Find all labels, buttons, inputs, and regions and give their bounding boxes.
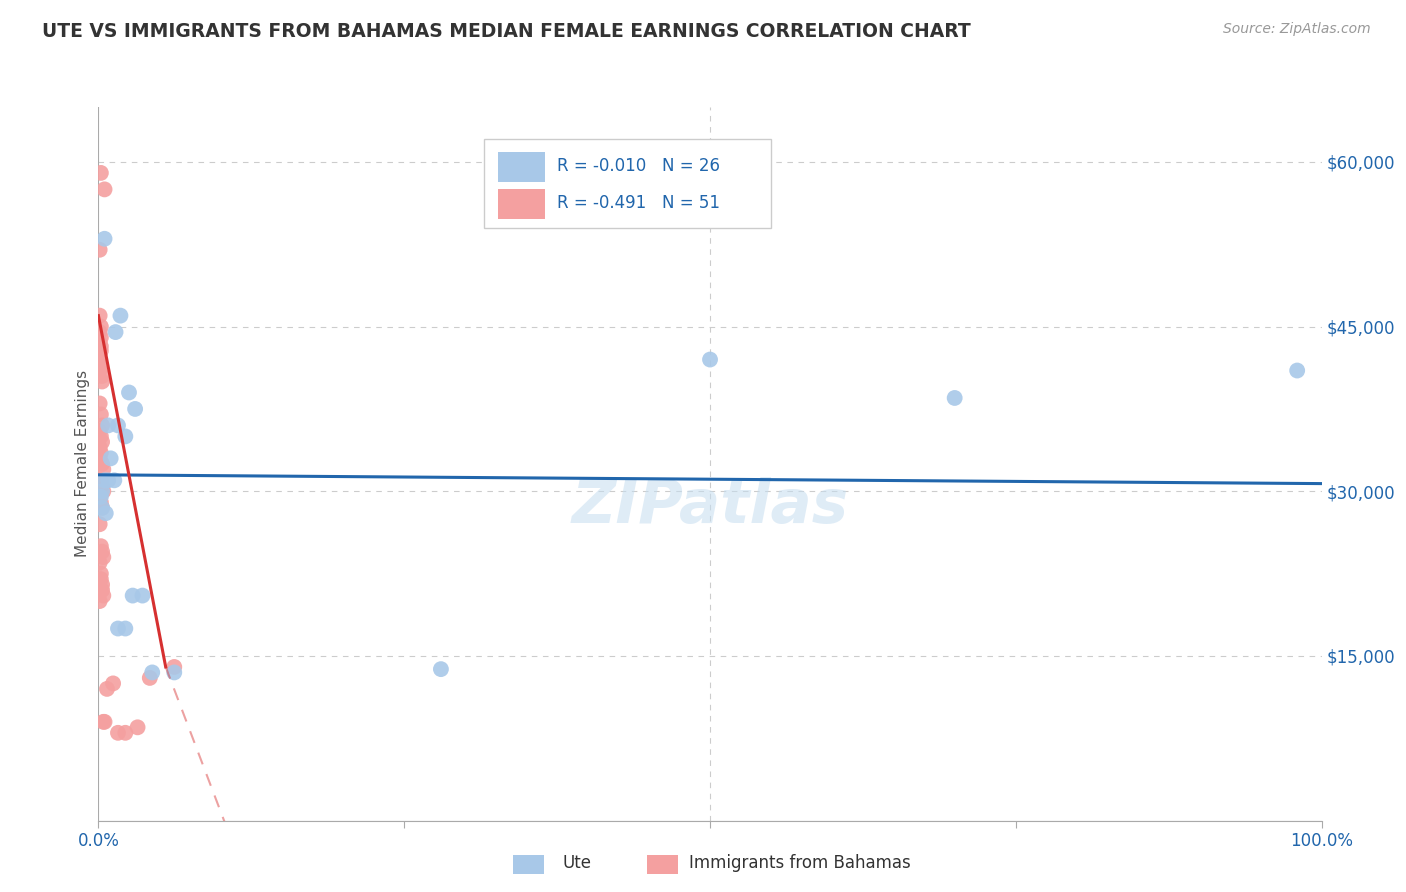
Point [94,506,117,520]
Point [114,429,136,443]
FancyBboxPatch shape [484,139,772,228]
Point [100,451,122,466]
Point [90,330,112,344]
Point [89,441,111,455]
Text: UTE VS IMMIGRANTS FROM BAHAMAS MEDIAN FEMALE EARNINGS CORRELATION CHART: UTE VS IMMIGRANTS FROM BAHAMAS MEDIAN FE… [42,22,972,41]
Text: R = -0.010   N = 26: R = -0.010 N = 26 [557,157,720,175]
Point [124,401,146,416]
Point [90,572,112,586]
Point [93,473,115,487]
Point [131,589,153,603]
Point [90,339,112,353]
Point [97,418,120,433]
Point [90,343,112,358]
Text: R = -0.491   N = 51: R = -0.491 N = 51 [557,194,720,212]
Point [1286,363,1309,377]
Point [90,566,112,581]
Point [163,665,186,680]
Point [91,583,114,598]
FancyBboxPatch shape [498,189,546,219]
Point [114,726,136,740]
Point [139,671,162,685]
Point [90,490,112,504]
Point [110,309,132,323]
Text: Ute: Ute [562,854,592,871]
Point [91,500,114,515]
Point [91,375,114,389]
Point [141,665,163,680]
Point [89,517,111,532]
Point [96,681,118,696]
Point [943,391,966,405]
Point [89,352,111,367]
Point [90,495,112,509]
Point [118,385,141,400]
Point [91,577,114,591]
Point [89,309,111,323]
Point [91,550,114,565]
Point [89,363,111,377]
Point [91,500,114,515]
Text: Source: ZipAtlas.com: Source: ZipAtlas.com [1223,22,1371,37]
Point [89,325,111,339]
Point [90,429,112,443]
Point [91,462,114,476]
Point [91,479,114,493]
Point [93,232,115,246]
Point [90,166,112,180]
Point [89,594,111,608]
Point [91,484,114,499]
Point [104,325,127,339]
Y-axis label: Median Female Earnings: Median Female Earnings [75,370,90,558]
Point [114,622,136,636]
Point [89,424,111,438]
Point [699,352,721,367]
Point [127,720,149,734]
Point [90,473,112,487]
Point [91,418,114,433]
Point [89,243,111,257]
Text: Immigrants from Bahamas: Immigrants from Bahamas [689,854,911,871]
Point [90,358,112,372]
Point [90,408,112,422]
Point [107,622,129,636]
Point [90,446,112,460]
Point [91,434,114,449]
Point [93,182,115,196]
Point [90,539,112,553]
Point [97,473,120,487]
Point [91,589,114,603]
Point [107,418,129,433]
Point [163,660,186,674]
Point [430,662,453,676]
Point [91,484,114,499]
Point [89,451,111,466]
Point [107,726,129,740]
Point [91,457,114,471]
Point [89,396,111,410]
Point [91,544,114,558]
Point [91,714,114,729]
Point [90,319,112,334]
Point [93,714,115,729]
Point [101,676,124,690]
Point [89,336,111,351]
Point [89,556,111,570]
Point [103,473,125,487]
FancyBboxPatch shape [498,152,546,182]
Point [91,369,114,384]
Point [121,589,143,603]
Text: ZIPatlas: ZIPatlas [571,477,849,536]
